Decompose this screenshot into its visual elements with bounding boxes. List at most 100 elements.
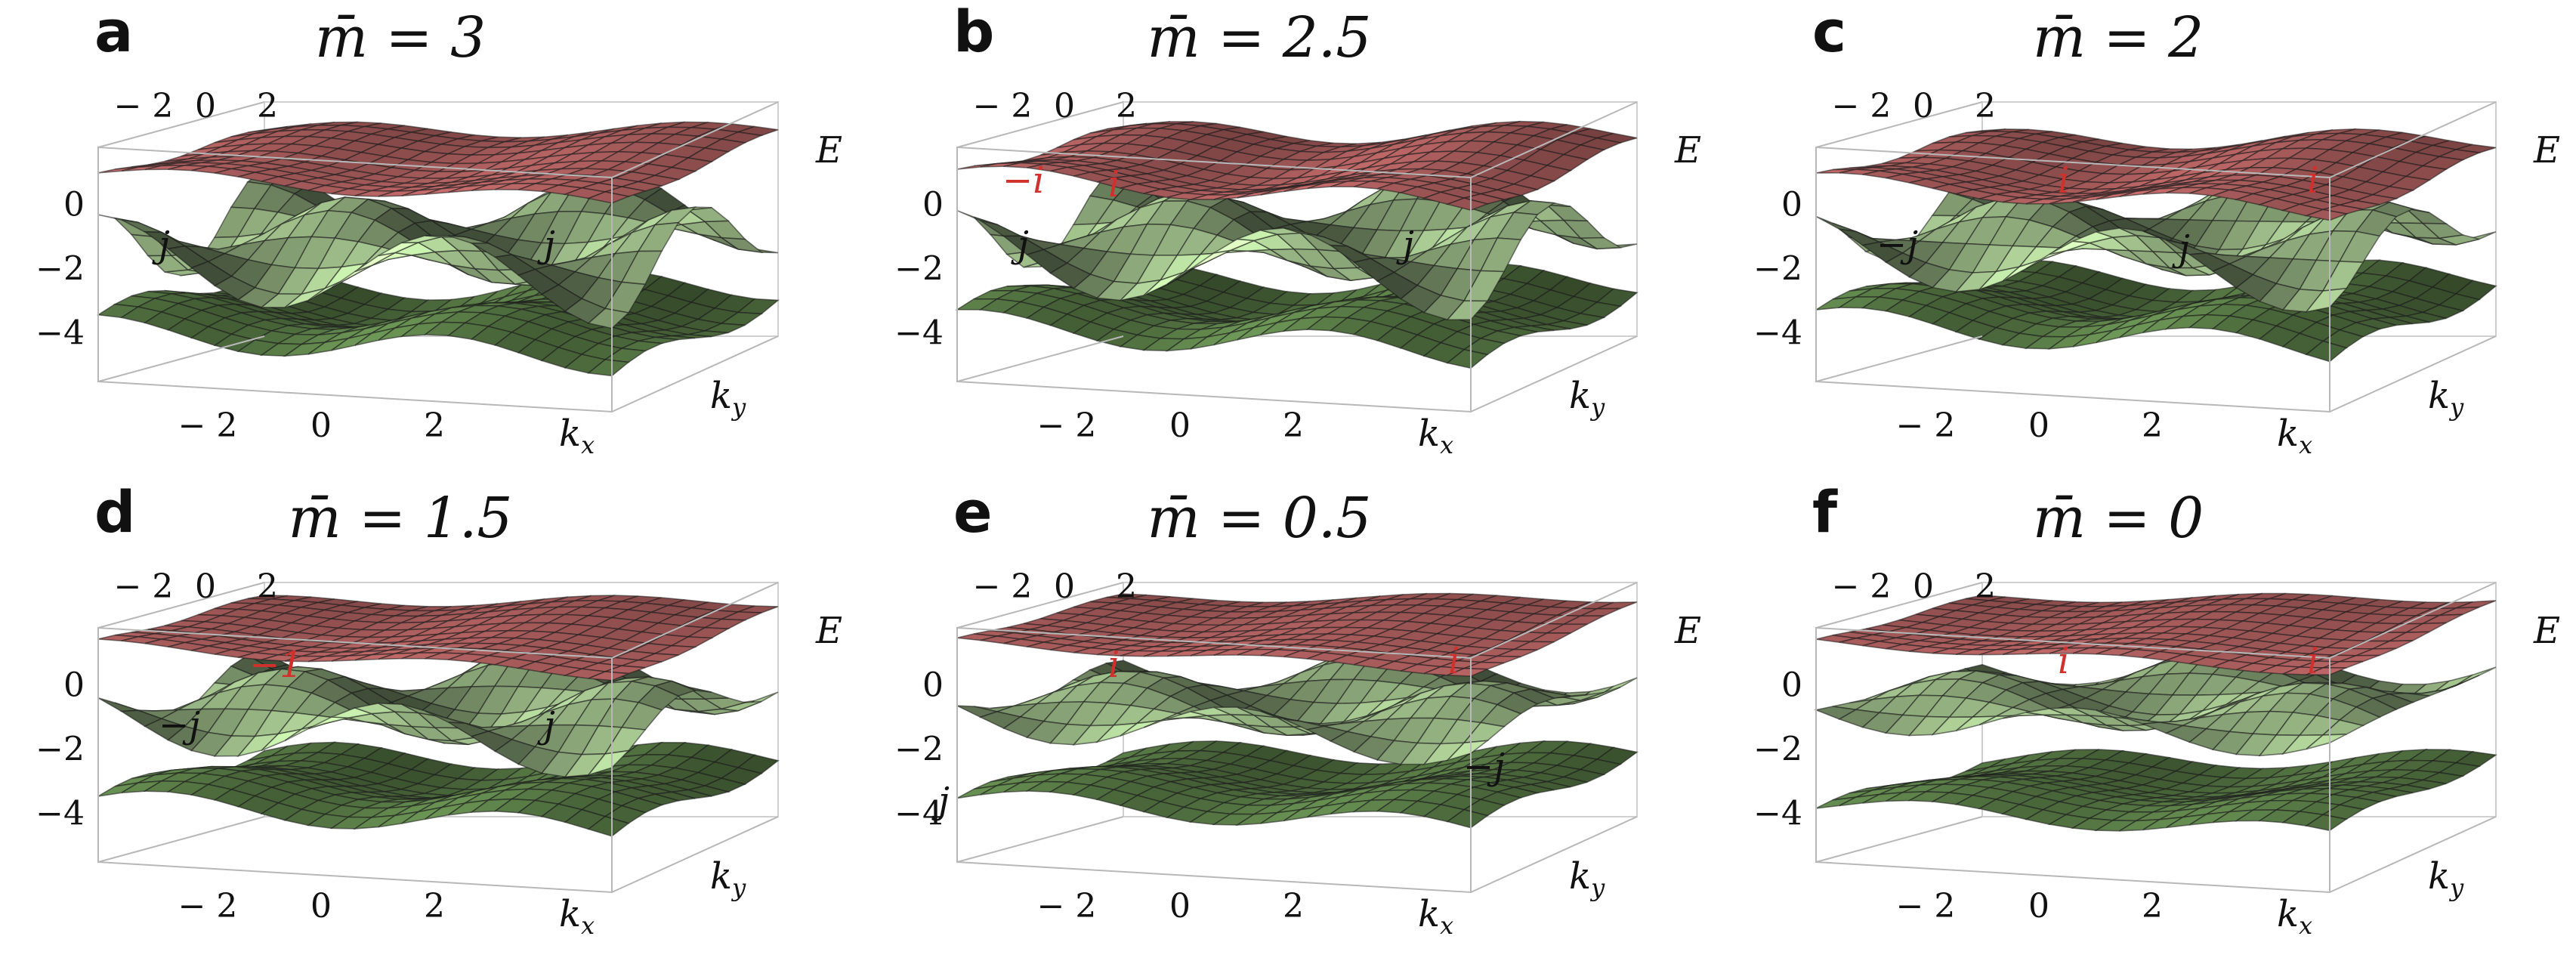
box-edge (1470, 335, 1638, 413)
band-touch-annotation: −1 (249, 644, 303, 686)
e-tick-label: 0 (922, 185, 944, 224)
kx-tick-label: 2 (2142, 406, 2163, 445)
box-edge (1815, 101, 1983, 148)
ky-axis-label: ky (1569, 855, 1605, 902)
kx-tick-label: 2 (1283, 887, 1304, 925)
ky-top-tick-label: − 2 (973, 567, 1033, 606)
upper-band-surface (1815, 592, 2497, 676)
e-tick-label: −4 (894, 794, 944, 833)
box-edge (956, 101, 1124, 148)
kx-tick-label: 2 (424, 887, 445, 925)
surface-patch (1445, 740, 1490, 762)
panel-title: m̄ = 1.5 (289, 486, 513, 551)
box-edge (611, 335, 779, 413)
box-edge (1470, 816, 1638, 893)
surface-patch (2306, 667, 2347, 676)
band-touch-annotation: i (2058, 159, 2069, 202)
surface-patch (2305, 340, 2348, 363)
band-touch-annotation: −i (1002, 159, 1045, 202)
e-axis-label: E (815, 610, 842, 652)
surface-patch (1815, 215, 1857, 233)
lower-band-surface (97, 741, 780, 837)
kx-axis-label: kx (559, 893, 595, 940)
kx-tick-label: 0 (1169, 406, 1191, 445)
ky-axis-label: ky (710, 375, 746, 422)
surface-patch (1447, 667, 1488, 677)
kx-tick-label: 0 (2028, 887, 2049, 925)
upper-band-surface (97, 121, 779, 204)
band-touch-annotation: i (2307, 159, 2318, 202)
kx-tick-label: − 2 (1896, 406, 1956, 445)
upper-band-surface (956, 120, 1638, 212)
surface-patch (587, 359, 630, 377)
ky-axis-label: ky (2428, 855, 2464, 902)
panel-d: d m̄ = 1.5 0 −2 −4− 2 0 2− 2 0 2 kx ky E −1 −j j (0, 478, 858, 961)
kx-axis-label: kx (2277, 413, 2312, 459)
band-touch-annotation: i (1108, 644, 1120, 686)
panel-label: d (94, 478, 135, 545)
box-edge (97, 101, 265, 148)
e-tick-label: −2 (1753, 249, 1802, 288)
e-tick-label: −2 (894, 730, 944, 768)
box-edge (611, 582, 779, 659)
kx-tick-label: − 2 (1896, 887, 1956, 925)
ky-top-tick-label: 2 (257, 567, 278, 606)
ky-axis-label: ky (710, 855, 746, 902)
surface-patch (1446, 300, 1489, 321)
ky-top-tick-label: 0 (1913, 87, 1934, 125)
kx-tick-label: 0 (310, 887, 332, 925)
surface-patch (1446, 808, 1489, 829)
e-tick-label: −2 (36, 730, 85, 768)
e-tick-label: 0 (922, 666, 944, 704)
ky-top-tick-label: 0 (1054, 567, 1075, 606)
ky-top-tick-label: 0 (195, 567, 216, 606)
panel-title: m̄ = 0.5 (1147, 486, 1372, 551)
surface-patch (2305, 814, 2349, 832)
kx-axis-label: kx (1418, 413, 1453, 459)
surface-patch (1446, 348, 1489, 369)
panel-label: c (1812, 0, 1846, 65)
upper-band-surface (1815, 128, 2497, 221)
surface-patch (1445, 197, 1490, 212)
kx-tick-label: 0 (310, 406, 332, 445)
middle-band-surface (1814, 645, 2497, 757)
kx-tick-label: 0 (1169, 887, 1191, 925)
upper-band-surface (956, 592, 1638, 677)
e-tick-label: −2 (894, 249, 944, 288)
kx-axis-label: kx (559, 413, 595, 459)
surface-patch (956, 209, 998, 225)
ky-top-tick-label: 2 (257, 87, 278, 125)
panel-b: b m̄ = 2.5 0 −2 −4− 2 0 2− 2 0 2 kx ky E −i i j j (859, 0, 1717, 480)
lower-band-surface (96, 268, 780, 377)
ky-top-tick-label: 2 (1975, 567, 1996, 606)
band-touch-annotation: −j (1876, 224, 1918, 266)
box-edge (2329, 582, 2497, 659)
kx-axis-label: kx (2277, 893, 2312, 940)
band-touch-annotation: −j (1463, 746, 1505, 788)
box-edge (1815, 582, 1983, 629)
e-tick-label: −2 (36, 249, 85, 288)
box-edge (2329, 335, 2497, 413)
e-axis-label: E (1674, 129, 1701, 171)
band-touch-annotation: i (2307, 640, 2318, 682)
box-edge (956, 816, 1124, 863)
surface-patch (2304, 209, 2349, 221)
box-edge (611, 816, 779, 893)
box-edge (1470, 101, 1638, 178)
ky-axis-label: ky (1569, 375, 1605, 422)
surface-patch (2306, 734, 2347, 750)
panel-title: m̄ = 0 (2033, 486, 2204, 551)
e-tick-label: 0 (1781, 666, 1802, 704)
panel-title: m̄ = 2 (2033, 5, 2204, 70)
box-edge (956, 335, 1124, 382)
box-edge (97, 816, 265, 863)
panel-label: a (94, 0, 133, 65)
